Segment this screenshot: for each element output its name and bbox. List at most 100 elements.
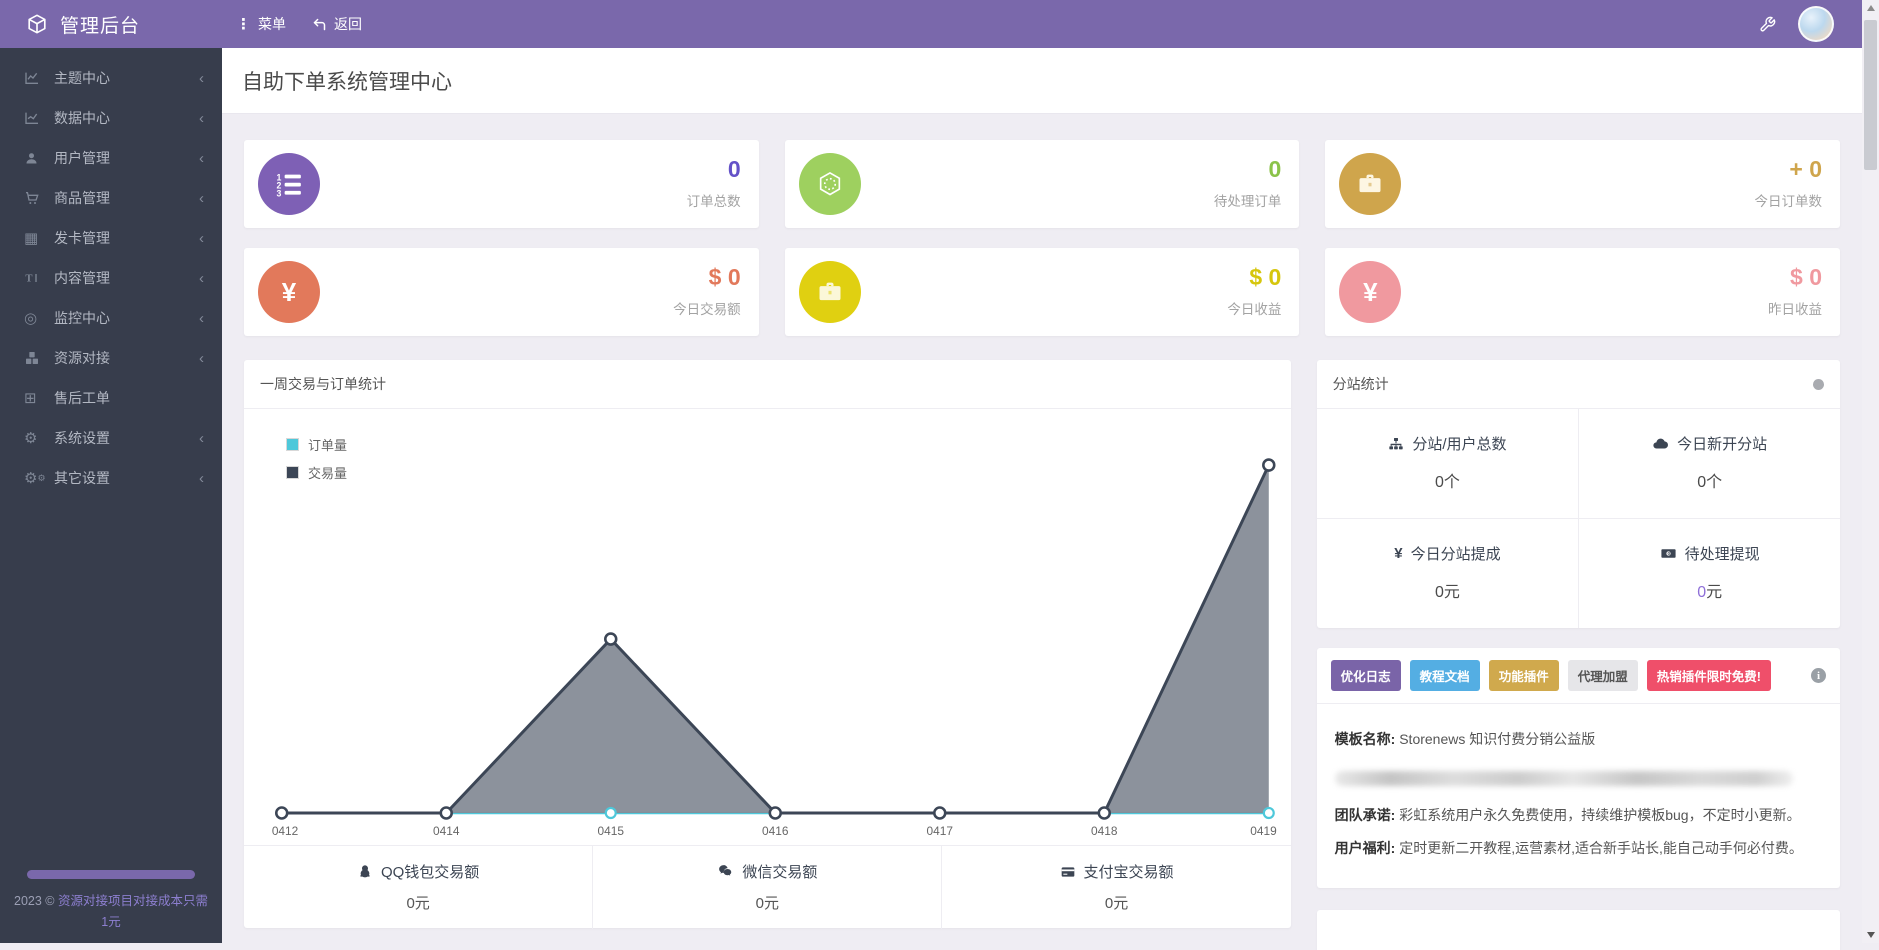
cube-logo-icon [26, 13, 48, 35]
stat-label: 今日收益 [1227, 298, 1281, 318]
footer-stat-label: QQ钱包交易额 [381, 861, 479, 882]
chart-panel-header: 一周交易与订单统计 [244, 360, 1291, 409]
substation-header: 分站统计 [1317, 360, 1840, 409]
sidebar-item-data-center[interactable]: 数据中心 ‹ [0, 98, 222, 138]
footer-stat-wechat: 微信交易额 0元 [592, 846, 941, 929]
substation-label: 待处理提现 [1685, 543, 1760, 564]
badge-agent-join[interactable]: 代理加盟 [1568, 660, 1638, 691]
svg-text:3: 3 [277, 189, 282, 199]
scrollbar-down-arrow[interactable] [1862, 927, 1879, 943]
info-icon[interactable]: i [1811, 668, 1826, 683]
credit-card-icon [1060, 864, 1076, 880]
stat-value: 0 [687, 158, 741, 181]
plus-square-icon: ⊞ [24, 389, 54, 407]
sidebar-item-card-management[interactable]: ▦ 发卡管理 ‹ [0, 218, 222, 258]
brand[interactable]: 管理后台 [0, 11, 222, 38]
footer-promo-link[interactable]: 资源对接项目对接成本只需 1元 [58, 894, 208, 929]
substation-cell-commission: ¥ 今日分站提成 0元 [1317, 518, 1579, 628]
sidebar-item-monitor-center[interactable]: ◎ 监控中心 ‹ [0, 298, 222, 338]
scrollbar-thumb[interactable] [1864, 20, 1877, 170]
vertical-scrollbar[interactable] [1862, 0, 1879, 943]
user-welfare-text: 定时更新二开教程,运营素材,适合新手站长,能自己动手何必付费。 [1399, 840, 1803, 856]
sidebar-menu: 主题中心 ‹ 数据中心 ‹ 用户管理 ‹ 商品管理 ‹ ▦ 发卡管理 [0, 48, 222, 498]
chevron-left-icon: ‹ [199, 231, 204, 246]
footer-stat-label: 微信交易额 [742, 861, 817, 882]
svg-text:0419: 0419 [1250, 824, 1277, 838]
sidebar-item-system-settings[interactable]: ⚙ 系统设置 ‹ [0, 418, 222, 458]
badge-feature-plugins[interactable]: 功能插件 [1489, 660, 1559, 691]
footer-stat-label: 支付宝交易额 [1084, 861, 1174, 882]
substation-value: 0个 [1327, 468, 1569, 492]
substation-cell-withdrawal: 0 待处理提现 0元 [1578, 518, 1840, 628]
svg-text:T: T [25, 273, 32, 284]
chevron-left-icon: ‹ [199, 151, 204, 166]
badge-row: 优化日志 教程文档 功能插件 代理加盟 热销插件限时免费! i [1317, 648, 1840, 704]
team-promise-text: 彩虹系统用户永久免费使用，持续维护模板bug，不定时小更新。 [1399, 807, 1800, 823]
sidebar-item-theme-center[interactable]: 主题中心 ‹ [0, 58, 222, 98]
sidebar-item-content-management[interactable]: T 内容管理 ‹ [0, 258, 222, 298]
top-right-tools [1759, 6, 1862, 42]
sidebar-item-aftersale-ticket[interactable]: ⊞ 售后工单 [0, 378, 222, 418]
substation-label: 分站/用户总数 [1412, 433, 1506, 454]
sidebar-item-label: 主题中心 [54, 68, 110, 88]
badge-hot-plugins-free[interactable]: 热销插件限时免费! [1647, 660, 1771, 691]
badge-optimization-log[interactable]: 优化日志 [1331, 660, 1401, 691]
chart-footer-stats: QQ钱包交易额 0元 微信交易额 0元 [244, 845, 1291, 929]
user-icon [24, 151, 54, 166]
template-name-label: 模板名称: [1335, 731, 1396, 747]
sidebar-item-label: 用户管理 [54, 148, 110, 168]
back-link[interactable]: 返回 [312, 14, 362, 34]
sitemap-icon [1388, 436, 1404, 452]
wrench-icon[interactable] [1759, 16, 1776, 33]
footer-stat-value: 0元 [942, 892, 1290, 913]
brand-title: 管理后台 [60, 11, 140, 38]
substation-grid: 分站/用户总数 0个 今日新开分站 [1317, 409, 1840, 628]
user-avatar[interactable] [1798, 6, 1834, 42]
sidebar-item-label: 商品管理 [54, 188, 110, 208]
sidebar-item-user-management[interactable]: 用户管理 ‹ [0, 138, 222, 178]
money-bill-icon: 0 [1660, 545, 1677, 562]
stat-card-pending-orders: 0 待处理订单 [785, 140, 1300, 228]
gears-icon: ⚙⚙ [24, 469, 54, 487]
chart-panel-title: 一周交易与订单统计 [260, 374, 386, 394]
sidebar-item-label: 系统设置 [54, 428, 110, 448]
substation-panel: 分站统计 分站/用户总数 0个 [1317, 360, 1840, 628]
svg-text:0418: 0418 [1091, 824, 1118, 838]
menu-toggle[interactable]: ⋮ 菜单 [236, 14, 286, 34]
footer-stat-value: 0元 [593, 892, 941, 913]
stat-value: $ 0 [673, 266, 741, 289]
sidebar-item-resource-connect[interactable]: 资源对接 ‹ [0, 338, 222, 378]
legend-item-trades[interactable]: 交易量 [286, 463, 347, 482]
sidebar-item-other-settings[interactable]: ⚙⚙ 其它设置 ‹ [0, 458, 222, 498]
svg-text:0412: 0412 [272, 824, 299, 838]
footer-stat-qq: QQ钱包交易额 0元 [244, 846, 592, 929]
cloud-icon [1652, 435, 1669, 452]
svg-text:0414: 0414 [433, 824, 460, 838]
sidebar-item-label: 监控中心 [54, 308, 110, 328]
stat-card-today-orders: + 0 今日订单数 [1325, 140, 1840, 228]
legend-item-orders[interactable]: 订单量 [286, 435, 347, 454]
briefcase-icon [1339, 153, 1401, 215]
sidebar-item-product-management[interactable]: 商品管理 ‹ [0, 178, 222, 218]
yen-icon: ¥ [1339, 261, 1401, 323]
chevron-left-icon: ‹ [199, 471, 204, 486]
team-promise-row: 团队承诺: 彩虹系统用户永久免费使用，持续维护模板bug，不定时小更新。 [1335, 804, 1822, 827]
svg-text:0: 0 [1667, 551, 1670, 556]
sidebar-item-label: 资源对接 [54, 348, 110, 368]
copyright-year: 2023 © [14, 894, 55, 908]
cubes-icon [24, 350, 54, 366]
stat-label: 今日订单数 [1755, 190, 1823, 210]
badge-tutorial-docs[interactable]: 教程文档 [1410, 660, 1480, 691]
stat-label: 今日交易额 [673, 298, 741, 318]
sidebar-item-label: 其它设置 [54, 468, 110, 488]
substation-cell-total: 分站/用户总数 0个 [1317, 409, 1579, 518]
svg-text:0417: 0417 [927, 824, 954, 838]
menu-label: 菜单 [258, 14, 286, 34]
scrollbar-up-arrow[interactable] [1862, 0, 1879, 16]
template-name-value: Storenews 知识付费分销公益版 [1399, 731, 1595, 747]
team-promise-label: 团队承诺: [1335, 807, 1396, 823]
promo-panel: 优化日志 教程文档 功能插件 代理加盟 热销插件限时免费! i 模板名称: St… [1317, 648, 1840, 888]
footer-stat-alipay: 支付宝交易额 0元 [941, 846, 1290, 929]
